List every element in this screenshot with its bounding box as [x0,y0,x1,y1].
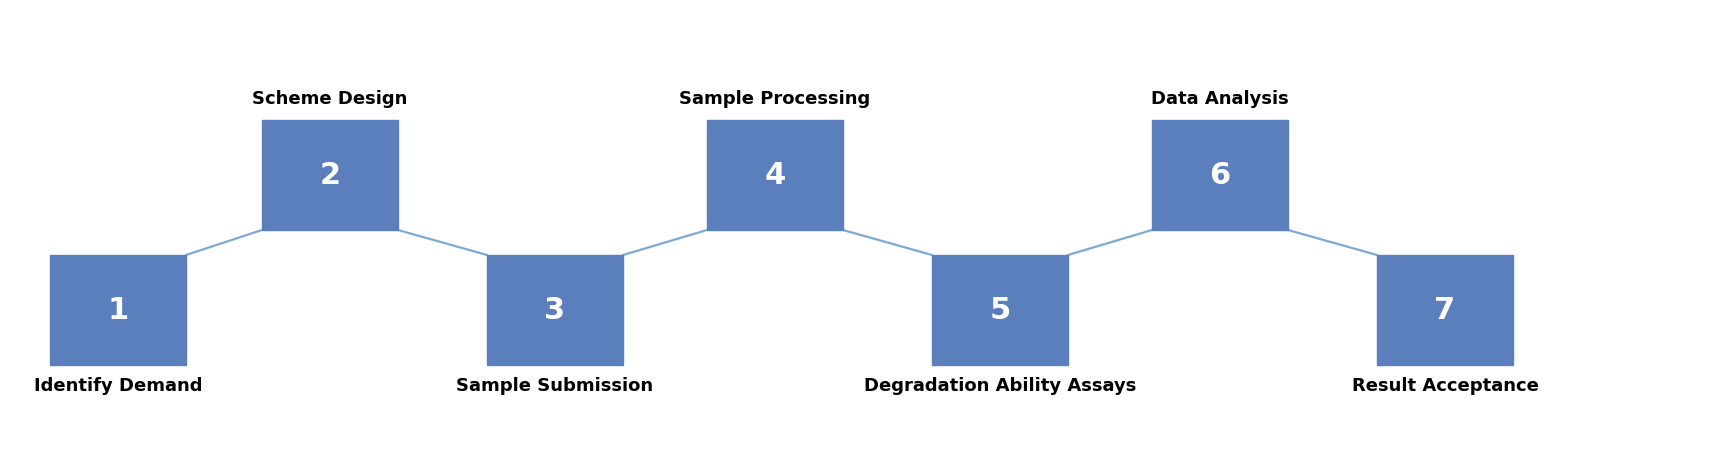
Text: Sample Submission: Sample Submission [456,377,654,395]
Text: Scheme Design: Scheme Design [253,90,408,108]
Text: 6: 6 [1209,160,1230,190]
FancyBboxPatch shape [1378,255,1514,365]
Text: 7: 7 [1434,296,1455,324]
Text: Sample Processing: Sample Processing [679,90,870,108]
FancyBboxPatch shape [1152,120,1288,230]
Text: 1: 1 [107,296,129,324]
FancyBboxPatch shape [932,255,1068,365]
FancyBboxPatch shape [50,255,186,365]
FancyBboxPatch shape [261,120,397,230]
Text: Result Acceptance: Result Acceptance [1352,377,1538,395]
Text: 5: 5 [989,296,1011,324]
Text: 2: 2 [320,160,341,190]
Text: Degradation Ability Assays: Degradation Ability Assays [863,377,1137,395]
Text: Identify Demand: Identify Demand [34,377,203,395]
FancyBboxPatch shape [487,255,623,365]
FancyBboxPatch shape [707,120,843,230]
Text: 3: 3 [545,296,566,324]
Text: Data Analysis: Data Analysis [1151,90,1288,108]
Text: 4: 4 [764,160,786,190]
